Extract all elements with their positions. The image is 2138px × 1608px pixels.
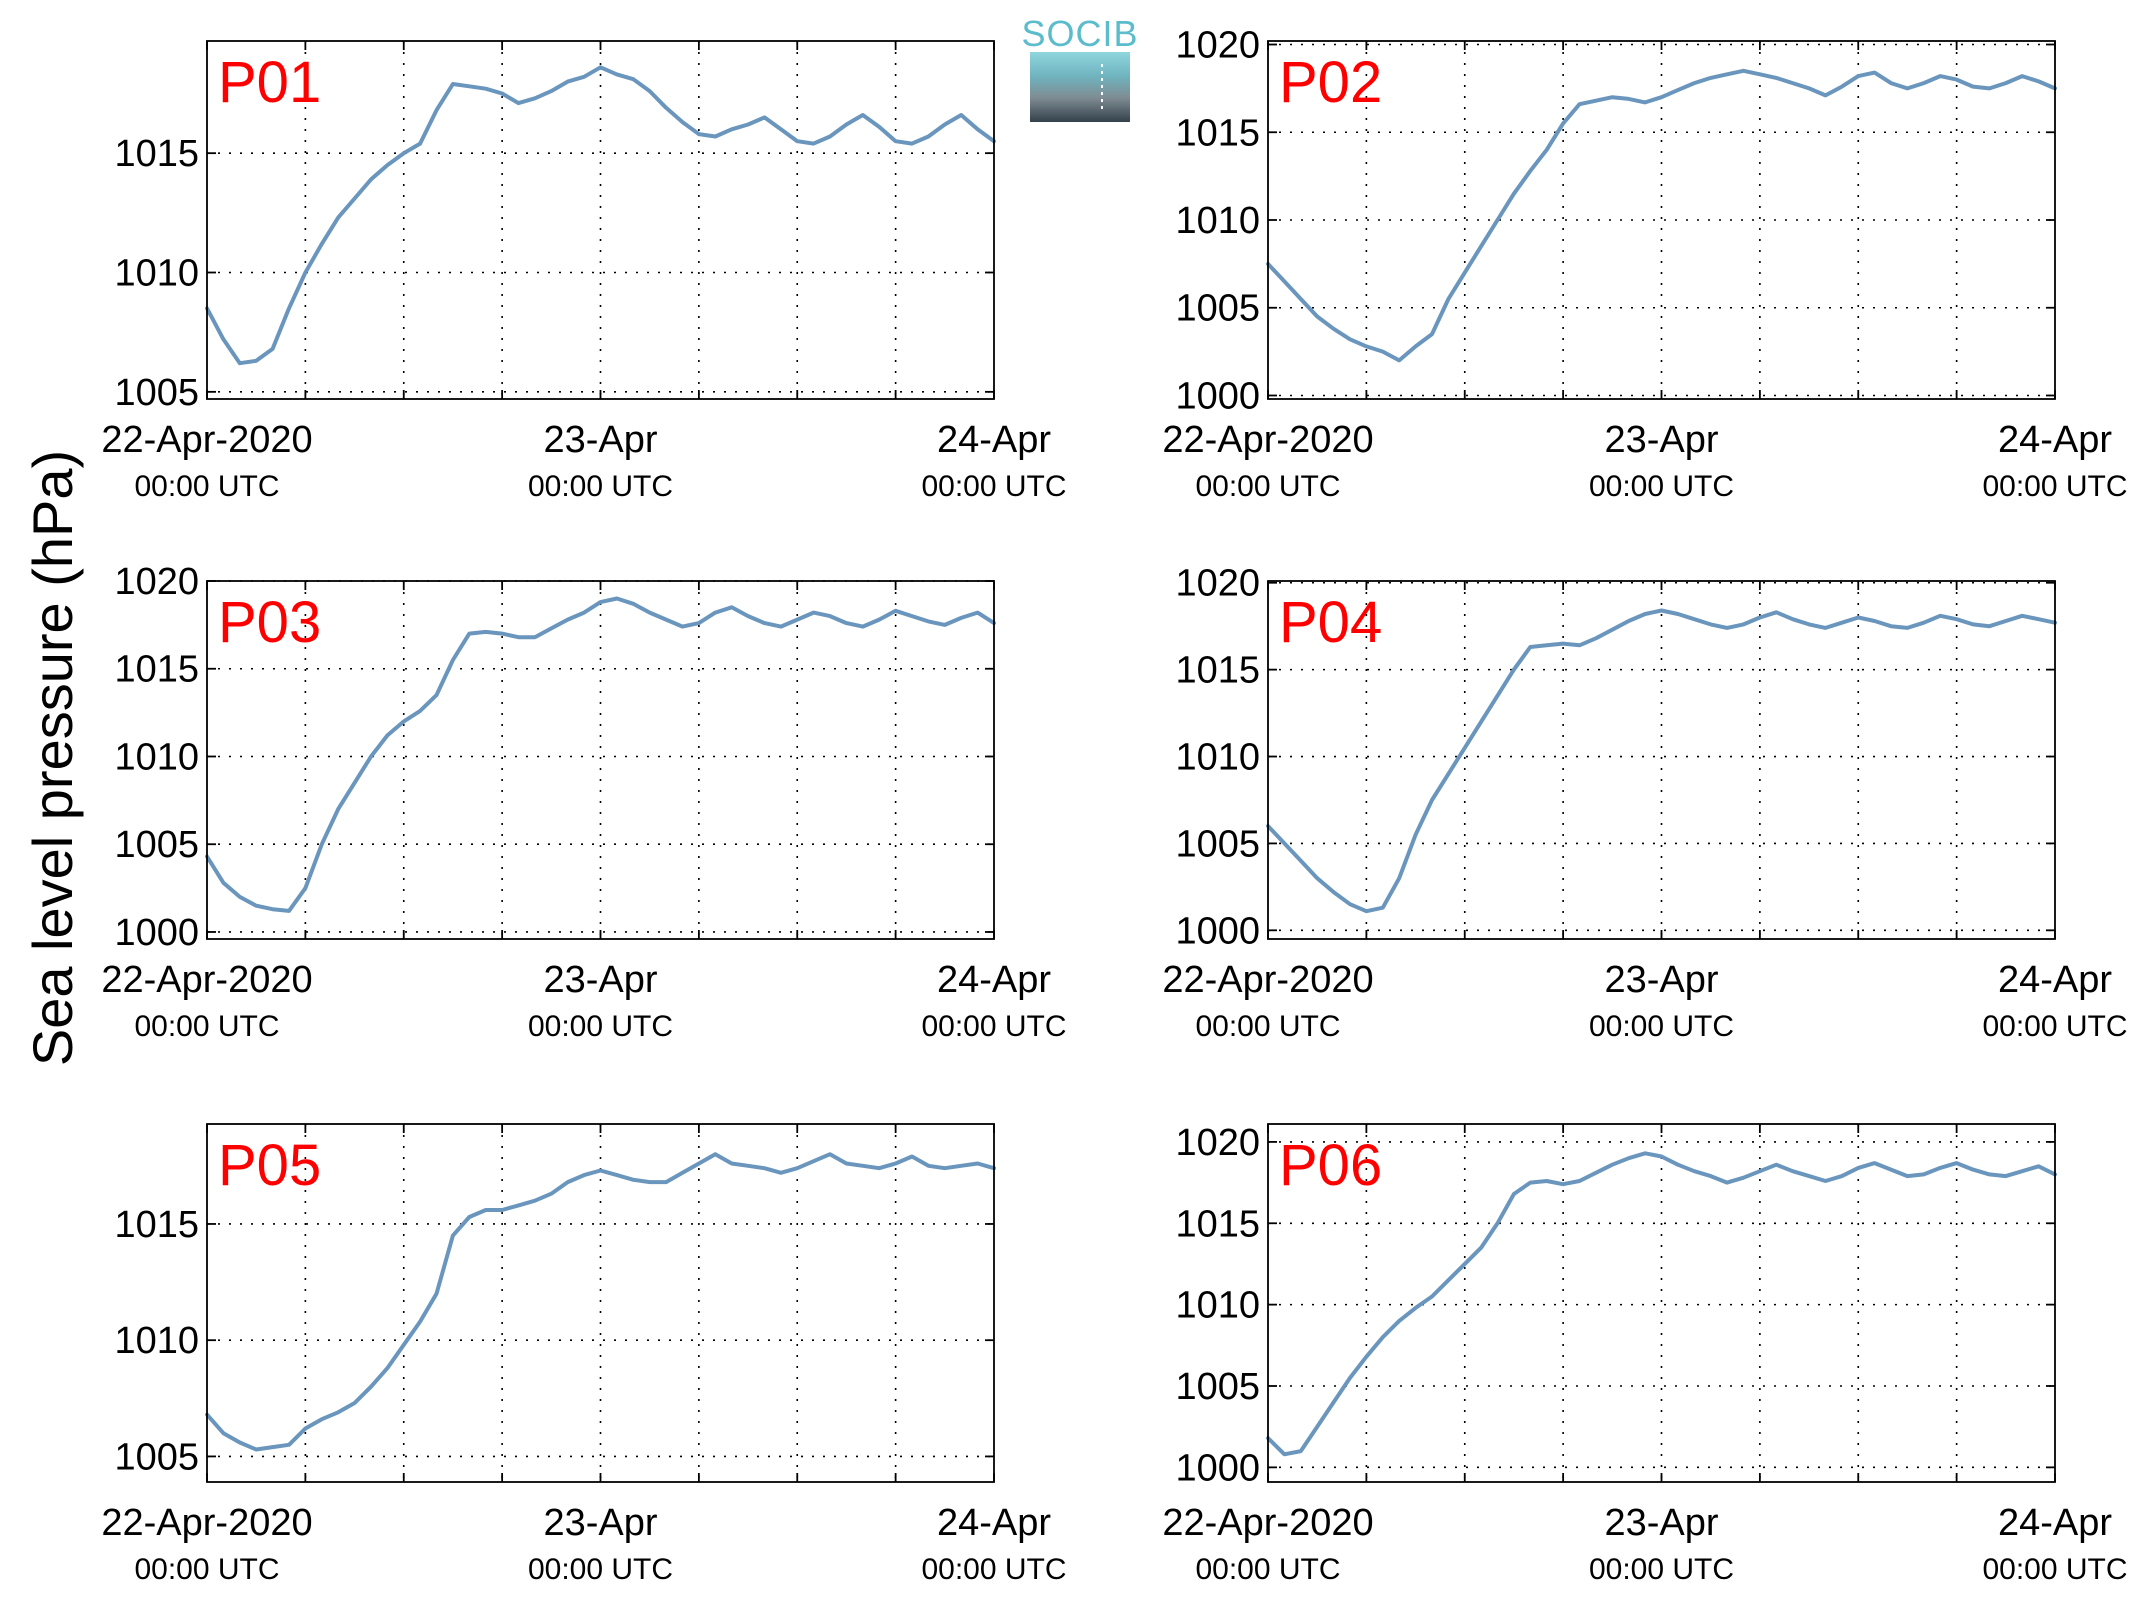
y-tick-label: 1020 (1175, 1122, 1260, 1164)
y-tick-label: 1015 (1175, 112, 1260, 154)
plot-area (207, 1124, 994, 1482)
panel-label: P04 (1279, 590, 1382, 655)
panel-p06: 1000 1005 1010 1015 1020 22-Apr-2020 00:00 UTC… (1162, 1122, 2127, 1586)
series-line-p04 (1266, 608, 2057, 914)
x-tick-label: 22-Apr-2020 (101, 1502, 312, 1544)
panel-p02: 1000 1005 1010 1015 1020 22-Apr-2020 00:00 UTC… (1162, 25, 2127, 503)
y-axis-label: Sea level pressure (hPa) (21, 450, 84, 1066)
y-tick-label: 1020 (114, 561, 199, 603)
plot-area (207, 41, 994, 399)
x-tick-sublabel: 00:00 UTC (1195, 470, 1340, 503)
panel-p05: 1005 1010 1015 22-Apr-2020 00:00 UTC 23-Apr 00… (101, 1123, 1067, 1586)
x-tick-sublabel: 00:00 UTC (1589, 470, 1734, 503)
panel-label: P02 (1279, 50, 1382, 115)
x-tick-sublabel: 00:00 UTC (134, 1010, 279, 1043)
panel-p01: 1005 1010 1015 22-Apr-2020 00:00 UTC 23-Apr 00… (101, 40, 1067, 503)
x-tick-label: 24-Apr (1998, 959, 2112, 1001)
panel-label: P05 (218, 1133, 321, 1198)
panels: 1005 1010 1015 22-Apr-2020 00:00 UTC 23-Apr 00… (101, 25, 2127, 1586)
y-tick-label: 1015 (1175, 650, 1260, 692)
x-tick-label: 24-Apr (937, 1502, 1051, 1544)
x-tick-label: 24-Apr (937, 959, 1051, 1001)
y-tick-label: 1010 (1175, 1285, 1260, 1327)
y-tick-label: 1020 (1175, 563, 1260, 605)
plot-area (1268, 581, 2055, 939)
x-tick-label: 24-Apr (937, 419, 1051, 461)
plot-area (1268, 41, 2055, 399)
y-tick-label: 1015 (1175, 1203, 1260, 1245)
socib-logo-text: SOCIB (1021, 13, 1138, 54)
y-tick-label: 1010 (114, 1320, 199, 1362)
y-tick-label: 1020 (1175, 25, 1260, 67)
socib-logo-block (1030, 52, 1130, 122)
panel-p03: 1000 1005 1010 1015 1020 22-Apr-2020 00:00 UTC… (101, 561, 1066, 1043)
y-tick-label: 1000 (1175, 375, 1260, 417)
x-tick-label: 23-Apr (543, 1502, 657, 1544)
series-line-p05 (205, 1152, 996, 1452)
y-tick-label: 1015 (114, 133, 199, 175)
plot-area (1268, 1124, 2055, 1482)
x-tick-label: 23-Apr (1604, 419, 1718, 461)
x-tick-label: 22-Apr-2020 (1162, 1502, 1373, 1544)
x-tick-sublabel: 00:00 UTC (1982, 1553, 2127, 1586)
x-tick-sublabel: 00:00 UTC (528, 1553, 673, 1586)
y-tick-label: 1010 (114, 736, 199, 778)
panel-label: P06 (1279, 1133, 1382, 1198)
y-tick-label: 1005 (114, 824, 199, 866)
x-tick-sublabel: 00:00 UTC (134, 470, 279, 503)
x-tick-sublabel: 00:00 UTC (1589, 1553, 1734, 1586)
x-tick-label: 22-Apr-2020 (1162, 419, 1373, 461)
y-tick-label: 1005 (114, 1436, 199, 1478)
panel-label: P01 (218, 50, 321, 115)
x-tick-sublabel: 00:00 UTC (1589, 1010, 1734, 1043)
x-tick-sublabel: 00:00 UTC (921, 470, 1066, 503)
y-tick-label: 1010 (1175, 737, 1260, 779)
series-line-p03 (205, 596, 996, 913)
socib-logo: SOCIB (1021, 13, 1138, 122)
x-tick-sublabel: 00:00 UTC (1195, 1010, 1340, 1043)
y-tick-label: 1005 (114, 372, 199, 414)
panel-p04: 1000 1005 1010 1015 1020 22-Apr-2020 00:00 UTC… (1162, 563, 2127, 1043)
x-tick-sublabel: 00:00 UTC (921, 1010, 1066, 1043)
series-line-p01 (205, 65, 996, 366)
y-tick-label: 1015 (114, 1204, 199, 1246)
x-tick-label: 23-Apr (1604, 1502, 1718, 1544)
x-tick-sublabel: 00:00 UTC (1982, 1010, 2127, 1043)
y-tick-label: 1000 (114, 912, 199, 954)
y-tick-label: 1015 (114, 649, 199, 691)
y-tick-label: 1000 (1175, 1447, 1260, 1489)
y-tick-label: 1010 (114, 253, 199, 295)
y-tick-label: 1005 (1175, 1366, 1260, 1408)
x-tick-sublabel: 00:00 UTC (528, 470, 673, 503)
x-tick-label: 23-Apr (543, 419, 657, 461)
x-tick-label: 22-Apr-2020 (101, 419, 312, 461)
x-tick-sublabel: 00:00 UTC (134, 1553, 279, 1586)
y-tick-label: 1010 (1175, 200, 1260, 242)
x-tick-label: 22-Apr-2020 (1162, 959, 1373, 1001)
y-tick-label: 1005 (1175, 288, 1260, 330)
x-tick-label: 23-Apr (1604, 959, 1718, 1001)
y-tick-label: 1005 (1175, 823, 1260, 865)
x-tick-sublabel: 00:00 UTC (1195, 1553, 1340, 1586)
x-tick-label: 23-Apr (543, 959, 657, 1001)
series-line-p02 (1266, 68, 2057, 363)
x-tick-sublabel: 00:00 UTC (921, 1553, 1066, 1586)
x-tick-label: 24-Apr (1998, 1502, 2112, 1544)
x-tick-label: 24-Apr (1998, 419, 2112, 461)
plot-area (207, 581, 994, 939)
series-line-p06 (1266, 1151, 2057, 1457)
y-tick-label: 1000 (1175, 910, 1260, 952)
panel-label: P03 (218, 590, 321, 655)
x-tick-sublabel: 00:00 UTC (528, 1010, 673, 1043)
x-tick-sublabel: 00:00 UTC (1982, 470, 2127, 503)
x-tick-label: 22-Apr-2020 (101, 959, 312, 1001)
